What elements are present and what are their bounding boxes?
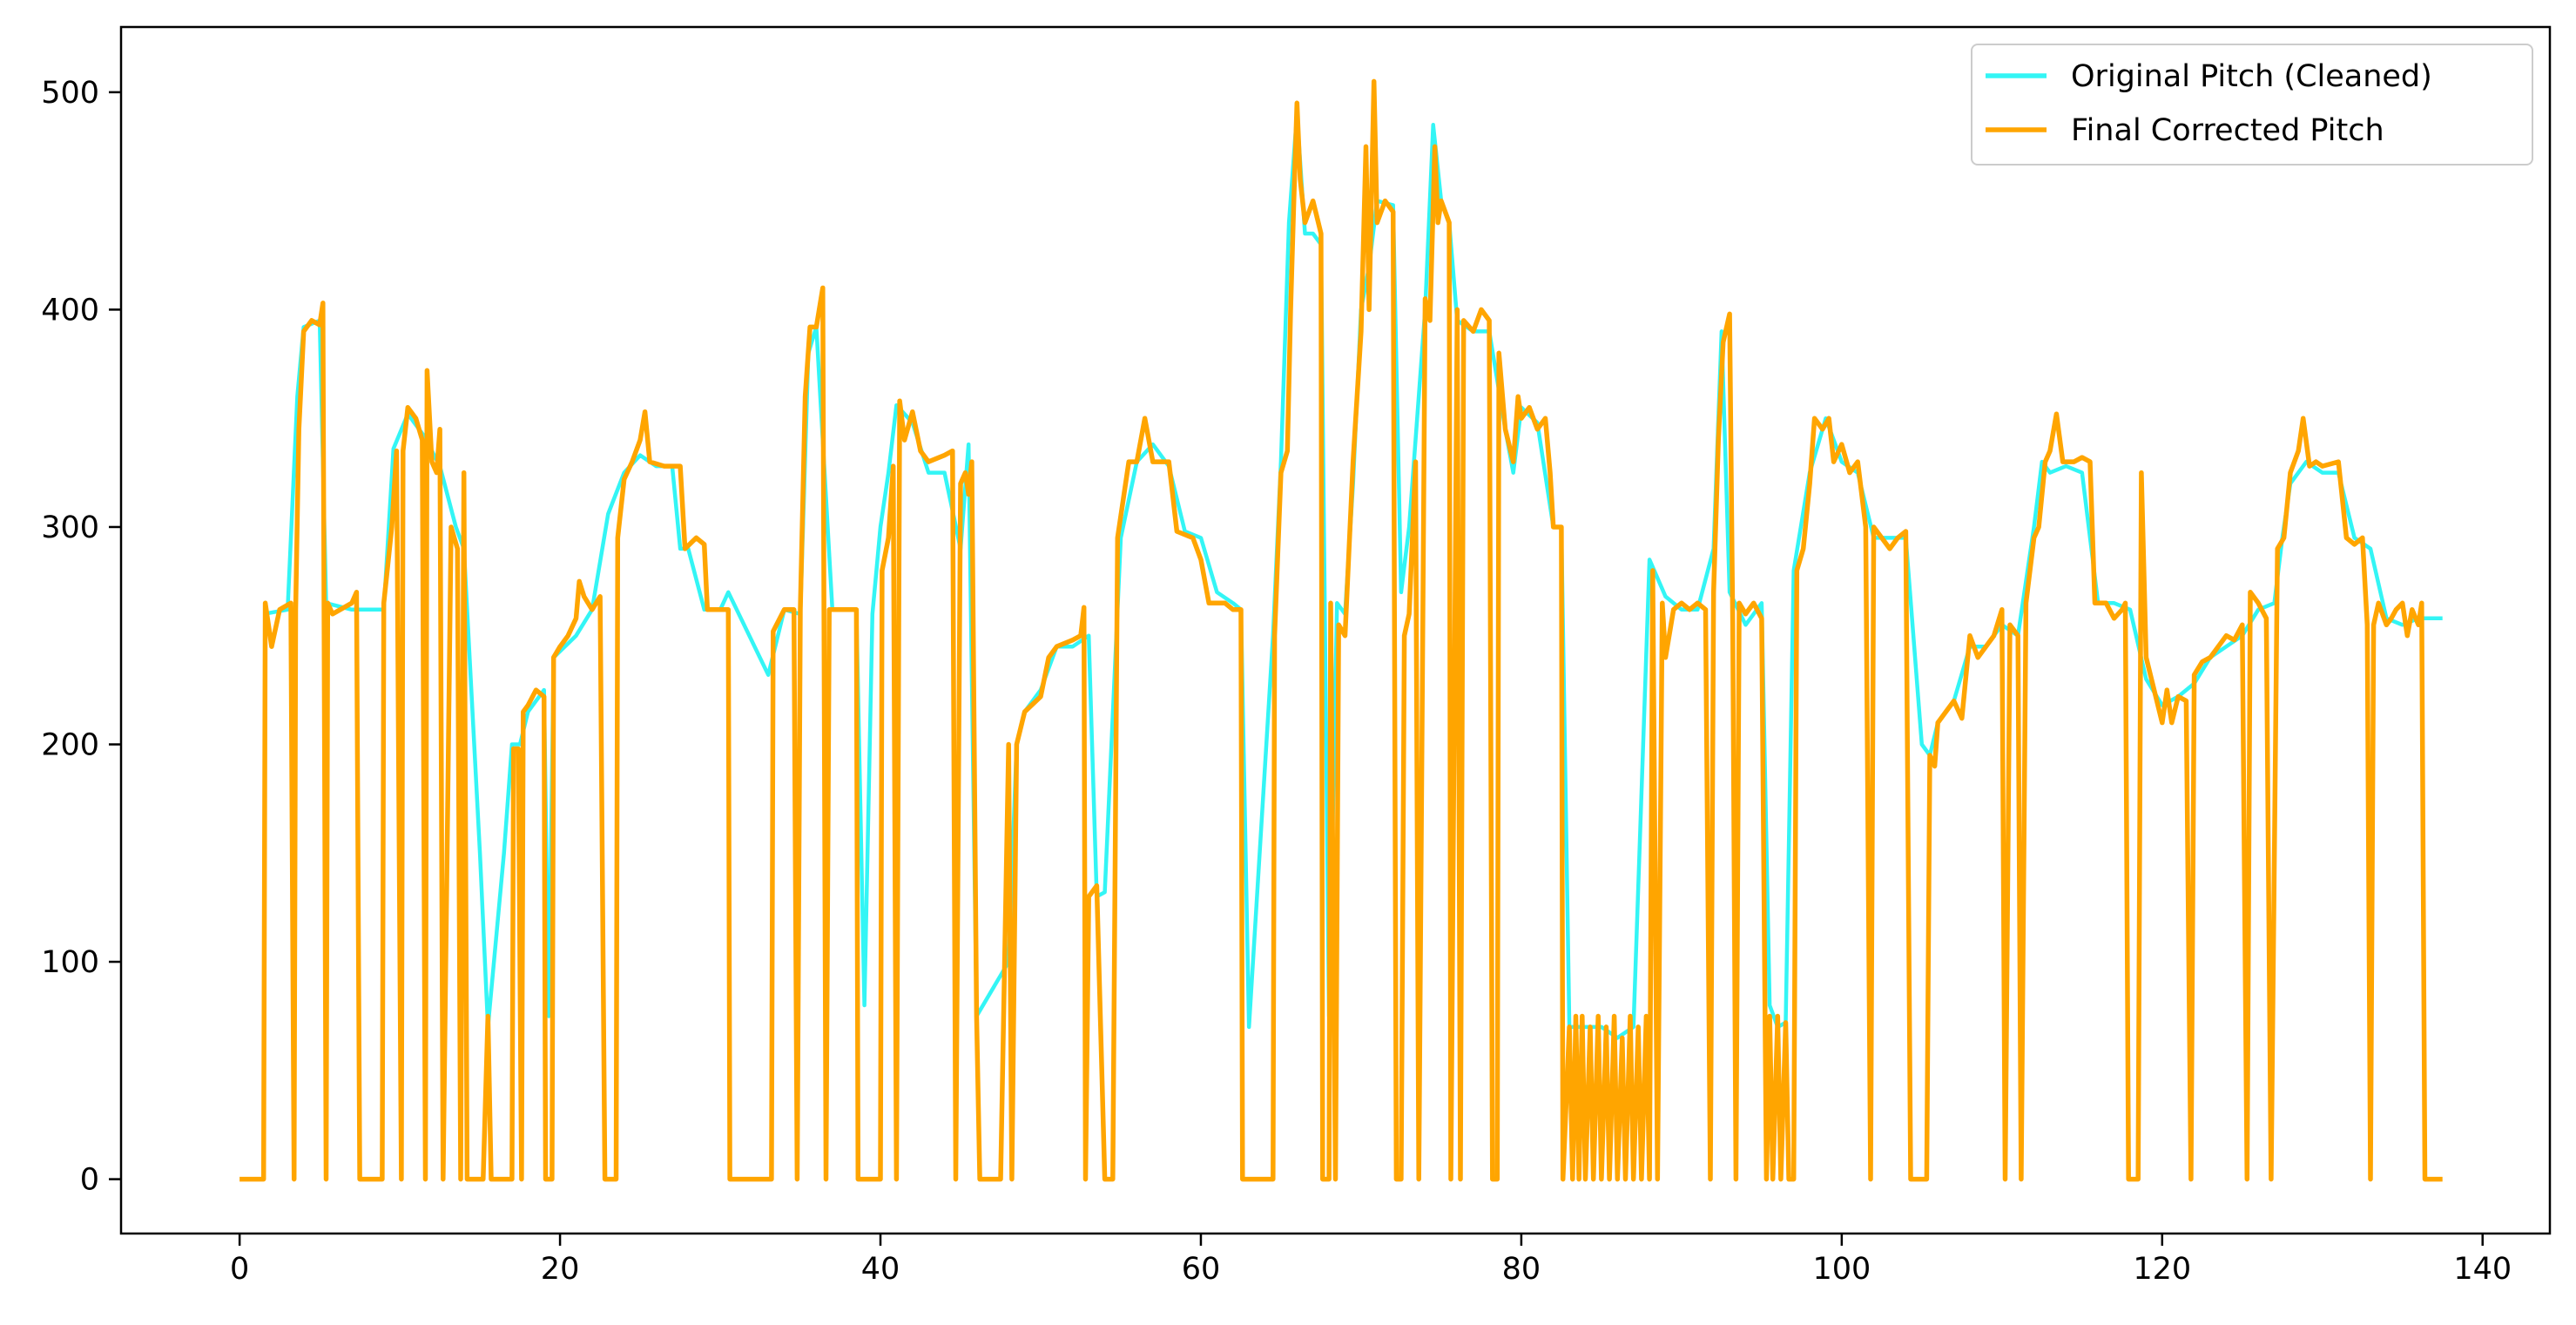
x-tick-label: 140 [2453, 1252, 2512, 1287]
x-tick-label: 60 [1182, 1252, 1221, 1287]
x-tick-label: 80 [1502, 1252, 1541, 1287]
series-line-final-corrected-pitch [239, 78, 2443, 1182]
y-tick-label: 400 [41, 293, 99, 328]
x-tick-label: 20 [541, 1252, 580, 1287]
x-tick-label: 0 [230, 1252, 249, 1287]
x-tick-label: 100 [1812, 1252, 1871, 1287]
legend-box [1971, 44, 2533, 166]
plot-frame [119, 25, 2552, 1235]
y-tick-label: 200 [41, 728, 99, 763]
y-tick-label: 100 [41, 945, 99, 980]
x-tick-label: 40 [861, 1252, 900, 1287]
legend-label: Final Corrected Pitch [2071, 113, 2384, 148]
y-tick-label: 0 [80, 1163, 99, 1198]
legend: Original Pitch (Cleaned) Final Corrected … [1971, 44, 2533, 166]
x-tick-label: 120 [2133, 1252, 2191, 1287]
y-tick-label: 300 [41, 510, 99, 545]
legend-label: Original Pitch (Cleaned) [2071, 59, 2432, 94]
y-tick-label: 500 [41, 76, 99, 111]
